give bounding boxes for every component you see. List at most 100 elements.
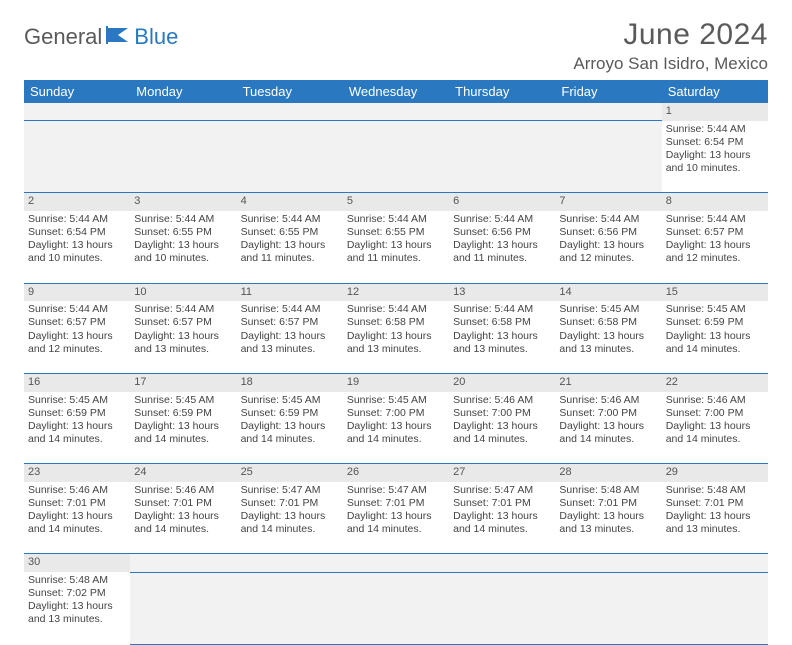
week-row: Sunrise: 5:44 AM Sunset: 6:57 PM Daylight:… bbox=[24, 301, 768, 373]
weekday-header: Thursday bbox=[449, 80, 555, 103]
daynum-row: 23242526272829 bbox=[24, 464, 768, 482]
sunset-line: Sunset: 6:57 PM bbox=[28, 316, 126, 329]
daylight-line-2: and 14 minutes. bbox=[28, 523, 126, 536]
day-cell: Sunrise: 5:47 AMSunset: 7:01 PMDaylight:… bbox=[237, 482, 343, 554]
daylight-line: Daylight: 13 hours bbox=[666, 239, 764, 252]
sunset-line: Sunset: 7:00 PM bbox=[666, 407, 764, 420]
daylight-line-2: and 14 minutes. bbox=[453, 523, 551, 536]
sunrise-line: Sunrise: 5:47 AM bbox=[453, 484, 551, 497]
week-row: Sunrise: 5:45 AMSunset: 6:59 PMDaylight:… bbox=[24, 392, 768, 464]
sunrise-line: Sunrise: 5:44 AM bbox=[134, 303, 232, 316]
daynum-cell bbox=[449, 103, 555, 121]
day-cell bbox=[449, 572, 555, 644]
day-cell: Sunrise: 5:44 AMSunset: 6:55 PMDaylight:… bbox=[130, 211, 236, 283]
sunset-line: Sunset: 6:55 PM bbox=[241, 226, 339, 239]
daylight-line-2: and 14 minutes. bbox=[241, 433, 339, 446]
day-cell: Sunrise: 5:48 AMSunset: 7:01 PMDaylight:… bbox=[555, 482, 661, 554]
sunrise-line: Sunrise: 5:48 AM bbox=[28, 574, 126, 587]
daylight-line-2: and 14 minutes. bbox=[666, 433, 764, 446]
daylight-line-2: and 11 minutes. bbox=[453, 252, 551, 265]
daylight-line: Daylight: 13 hours bbox=[347, 239, 445, 252]
daylight-line: Daylight: 13 hours bbox=[666, 330, 764, 343]
daylight-line: Daylight: 13 hours bbox=[134, 510, 232, 523]
sunrise-line: Sunrise: 5:45 AM bbox=[28, 394, 126, 407]
daylight-line: Daylight: 13 hours bbox=[666, 420, 764, 433]
daynum-row: 1 bbox=[24, 103, 768, 121]
day-cell: Sunrise: 5:44 AMSunset: 6:57 PMDaylight:… bbox=[662, 211, 768, 283]
daynum-cell: 13 bbox=[449, 283, 555, 301]
calendar-page: General Blue June 2024 Arroyo San Isidro… bbox=[0, 0, 792, 645]
sunrise-line: Sunrise: 5:46 AM bbox=[666, 394, 764, 407]
daylight-line: Daylight: 13 hours bbox=[559, 330, 657, 343]
day-cell: Sunrise: 5:44 AMSunset: 6:54 PMDaylight:… bbox=[662, 121, 768, 193]
sunset-line: Sunset: 7:01 PM bbox=[28, 497, 126, 510]
logo-flag-icon bbox=[106, 26, 132, 49]
daylight-line-2: and 14 minutes. bbox=[453, 433, 551, 446]
day-cell: Sunrise: 5:48 AMSunset: 7:02 PMDaylight:… bbox=[24, 572, 130, 644]
sunrise-line: Sunrise: 5:44 AM bbox=[28, 213, 126, 226]
weekday-header: Saturday bbox=[662, 80, 768, 103]
sunset-line: Sunset: 6:55 PM bbox=[347, 226, 445, 239]
daynum-cell: 9 bbox=[24, 283, 130, 301]
daylight-line: Daylight: 13 hours bbox=[241, 510, 339, 523]
sunset-line: Sunset: 6:59 PM bbox=[666, 316, 764, 329]
daylight-line: Daylight: 13 hours bbox=[28, 510, 126, 523]
daylight-line-2: and 14 minutes. bbox=[241, 523, 339, 536]
daylight-line: Daylight: 13 hours bbox=[134, 239, 232, 252]
daynum-cell: 27 bbox=[449, 464, 555, 482]
sunset-line: Sunset: 7:01 PM bbox=[559, 497, 657, 510]
daylight-line: Daylight: 13 hours bbox=[28, 420, 126, 433]
week-row: Sunrise: 5:46 AMSunset: 7:01 PMDaylight:… bbox=[24, 482, 768, 554]
daylight-line-2: and 12 minutes. bbox=[666, 252, 764, 265]
daylight-line-2: and 14 minutes. bbox=[134, 433, 232, 446]
daynum-cell: 19 bbox=[343, 373, 449, 391]
daylight-line-2: and 13 minutes. bbox=[134, 343, 232, 356]
daylight-line-2: and 13 minutes. bbox=[28, 613, 126, 626]
sunrise-line: Sunrise: 5:46 AM bbox=[559, 394, 657, 407]
sunrise-line: Sunrise: 5:44 AM bbox=[666, 213, 764, 226]
day-cell: Sunrise: 5:45 AMSunset: 7:00 PMDaylight:… bbox=[343, 392, 449, 464]
daylight-line-2: and 10 minutes. bbox=[28, 252, 126, 265]
daylight-line: Daylight: 13 hours bbox=[453, 330, 551, 343]
daylight-line-2: and 10 minutes. bbox=[134, 252, 232, 265]
daynum-cell bbox=[662, 554, 768, 572]
day-cell: Sunrise: 5:46 AMSunset: 7:01 PMDaylight:… bbox=[24, 482, 130, 554]
daynum-cell bbox=[343, 103, 449, 121]
daylight-line: Daylight: 13 hours bbox=[28, 600, 126, 613]
day-cell: Sunrise: 5:45 AMSunset: 6:59 PMDaylight:… bbox=[130, 392, 236, 464]
daynum-cell: 25 bbox=[237, 464, 343, 482]
sunset-line: Sunset: 6:57 PM bbox=[666, 226, 764, 239]
sunset-line: Sunset: 6:59 PM bbox=[28, 407, 126, 420]
sunset-line: Sunset: 7:01 PM bbox=[241, 497, 339, 510]
sunrise-line: Sunrise: 5:44 AM bbox=[453, 213, 551, 226]
sunrise-line: Sunrise: 5:44 AM bbox=[241, 213, 339, 226]
day-cell: Sunrise: 5:46 AMSunset: 7:00 PMDaylight:… bbox=[662, 392, 768, 464]
daylight-line: Daylight: 13 hours bbox=[28, 239, 126, 252]
sunset-line: Sunset: 7:01 PM bbox=[134, 497, 232, 510]
sunrise-line: Sunrise: 5:45 AM bbox=[134, 394, 232, 407]
daylight-line: Daylight: 13 hours bbox=[134, 330, 232, 343]
week-row: Sunrise: 5:44 AMSunset: 6:54 PMDaylight:… bbox=[24, 211, 768, 283]
daynum-cell: 1 bbox=[662, 103, 768, 121]
daynum-cell: 28 bbox=[555, 464, 661, 482]
week-row: Sunrise: 5:48 AMSunset: 7:02 PMDaylight:… bbox=[24, 572, 768, 644]
day-cell: Sunrise: 5:44 AMSunset: 6:56 PMDaylight:… bbox=[555, 211, 661, 283]
day-cell: Sunrise: 5:48 AMSunset: 7:01 PMDaylight:… bbox=[662, 482, 768, 554]
daylight-line-2: and 13 minutes. bbox=[559, 343, 657, 356]
sunrise-line: Sunrise: 5:48 AM bbox=[666, 484, 764, 497]
calendar-table: Sunday Monday Tuesday Wednesday Thursday… bbox=[24, 80, 768, 645]
daylight-line: Daylight: 13 hours bbox=[453, 510, 551, 523]
sunset-line: Sunset: 6:58 PM bbox=[347, 316, 445, 329]
day-cell: Sunrise: 5:46 AMSunset: 7:00 PMDaylight:… bbox=[555, 392, 661, 464]
day-cell bbox=[555, 572, 661, 644]
day-cell bbox=[343, 572, 449, 644]
sunset-line: Sunset: 7:00 PM bbox=[559, 407, 657, 420]
sunrise-line: Sunrise: 5:48 AM bbox=[559, 484, 657, 497]
day-cell: Sunrise: 5:44 AMSunset: 6:56 PMDaylight:… bbox=[449, 211, 555, 283]
sunset-line: Sunset: 7:02 PM bbox=[28, 587, 126, 600]
daylight-line-2: and 14 minutes. bbox=[28, 433, 126, 446]
sunrise-line: Sunrise: 5:44 AM bbox=[241, 303, 339, 316]
daylight-line-2: and 10 minutes. bbox=[666, 162, 764, 175]
sunrise-line: Sunrise: 5:44 AM bbox=[347, 303, 445, 316]
daynum-cell: 2 bbox=[24, 193, 130, 211]
